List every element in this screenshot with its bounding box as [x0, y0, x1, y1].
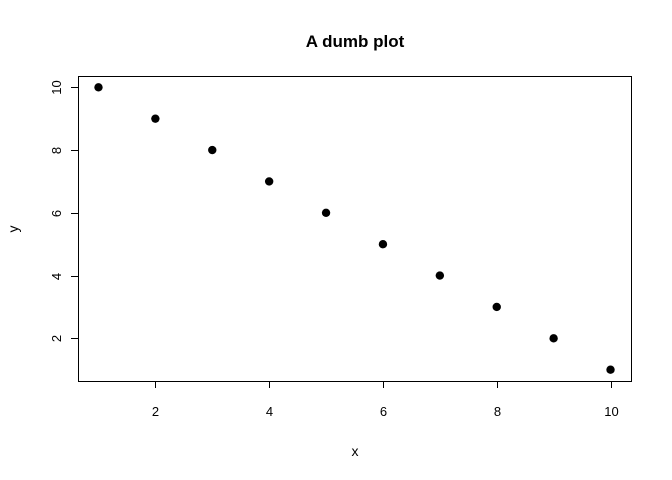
data-point: [321, 208, 331, 218]
data-point: [264, 177, 274, 186]
y-tick-label: 2: [49, 335, 64, 342]
x-tick-label: 10: [604, 404, 618, 419]
data-point: [208, 145, 217, 155]
x-axis-label: x: [352, 443, 359, 459]
x-tick-label: 2: [152, 404, 159, 419]
x-axis: 2 4 6 8 10: [152, 381, 619, 419]
x-tick-label: 4: [266, 404, 273, 419]
y-axis: 2 4 6 8 10: [49, 80, 79, 342]
data-point: [492, 302, 501, 312]
y-axis-label: y: [5, 226, 21, 233]
y-tick-label: 10: [49, 80, 64, 94]
data-point: [94, 83, 103, 92]
data-point: [151, 114, 160, 123]
data-point: [435, 271, 445, 280]
y-tick-label: 6: [49, 210, 64, 217]
y-tick-label: 4: [49, 273, 64, 280]
data-point: [549, 334, 558, 343]
data-point: [606, 365, 615, 374]
chart-title: A dumb plot: [306, 32, 405, 51]
data-point: [378, 239, 388, 249]
data-points: [94, 83, 615, 374]
plot-frame: [78, 76, 632, 382]
x-tick-label: 8: [494, 404, 501, 419]
x-tick-label: 6: [380, 404, 387, 419]
y-tick-label: 8: [49, 147, 64, 154]
